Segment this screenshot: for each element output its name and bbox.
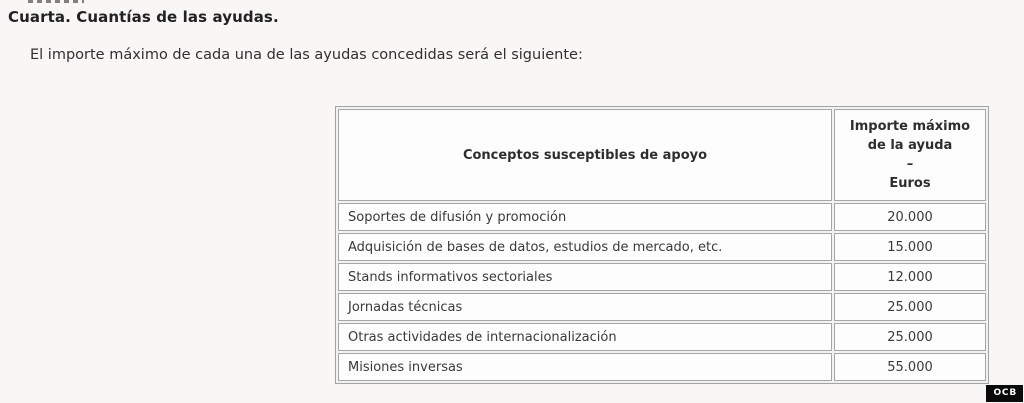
concept-column-header: Conceptos susceptibles de apoyo: [338, 109, 832, 201]
section-title: Cuarta. Cuantías de las ayudas.: [8, 8, 279, 26]
concept-cell: Misiones inversas: [338, 353, 832, 381]
amount-header-line-2: de la ayuda: [867, 138, 953, 153]
table-row: Otras actividades de internacionalizació…: [338, 323, 986, 351]
table-row: Adquisición de bases de datos, estudios …: [338, 233, 986, 261]
amount-cell: 25.000: [834, 293, 986, 321]
table-row: Stands informativos sectoriales 12.000: [338, 263, 986, 291]
concept-cell: Stands informativos sectoriales: [338, 263, 832, 291]
table-header-row: Conceptos susceptibles de apoyo Importe …: [338, 109, 986, 201]
ocb-watermark: OCB: [986, 385, 1023, 402]
amount-cell: 20.000: [834, 203, 986, 231]
amount-cell: 25.000: [834, 323, 986, 351]
amount-header-line-1: Importe máximo: [849, 119, 971, 134]
concept-cell: Adquisición de bases de datos, estudios …: [338, 233, 832, 261]
concept-cell: Soportes de difusión y promoción: [338, 203, 832, 231]
amount-column-header: Importe máximo de la ayuda – Euros: [834, 109, 986, 201]
table-row: Soportes de difusión y promoción 20.000: [338, 203, 986, 231]
clipped-text-artifact: [28, 0, 84, 3]
table-row: Jornadas técnicas 25.000: [338, 293, 986, 321]
amount-cell: 55.000: [834, 353, 986, 381]
intro-paragraph: El importe máximo de cada una de las ayu…: [30, 47, 583, 63]
aid-amounts-table: Conceptos susceptibles de apoyo Importe …: [335, 106, 989, 384]
amount-header-line-4: Euros: [889, 176, 931, 191]
table-row: Misiones inversas 55.000: [338, 353, 986, 381]
amount-cell: 12.000: [834, 263, 986, 291]
amount-cell: 15.000: [834, 233, 986, 261]
amount-header-dash: –: [906, 157, 914, 172]
concept-cell: Jornadas técnicas: [338, 293, 832, 321]
concept-cell: Otras actividades de internacionalizació…: [338, 323, 832, 351]
